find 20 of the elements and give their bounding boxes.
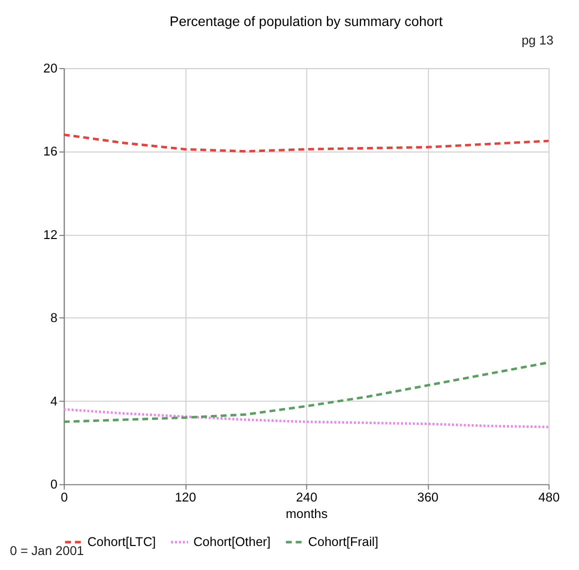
legend-label: Cohort[Other] (193, 534, 271, 550)
y-tick-label: 8 (50, 310, 58, 326)
y-tick-label: 16 (43, 144, 58, 159)
x-tick-label: 120 (174, 489, 196, 504)
line-series (62, 408, 550, 428)
x-tick-label: 0 (60, 489, 68, 504)
line-series (62, 133, 550, 153)
x-axis-title: months (286, 506, 328, 522)
y-tick-label: 12 (43, 226, 58, 242)
text: pg 13 (522, 32, 554, 48)
legend-label: Cohort[Frail] (308, 534, 378, 550)
y-tick-label: 20 (43, 60, 58, 76)
y-tick-label: 0 (50, 476, 58, 492)
x-tick-label: 480 (538, 489, 560, 504)
legend-label: Cohort[LTC] (87, 534, 156, 550)
y-tick-label: 4 (50, 393, 58, 408)
chart-title: Percentage of population by summary cohort (170, 14, 443, 29)
text: 0 = Jan 2001 (10, 542, 84, 558)
x-tick-label: 360 (417, 489, 439, 504)
x-tick-label: 240 (296, 489, 318, 504)
